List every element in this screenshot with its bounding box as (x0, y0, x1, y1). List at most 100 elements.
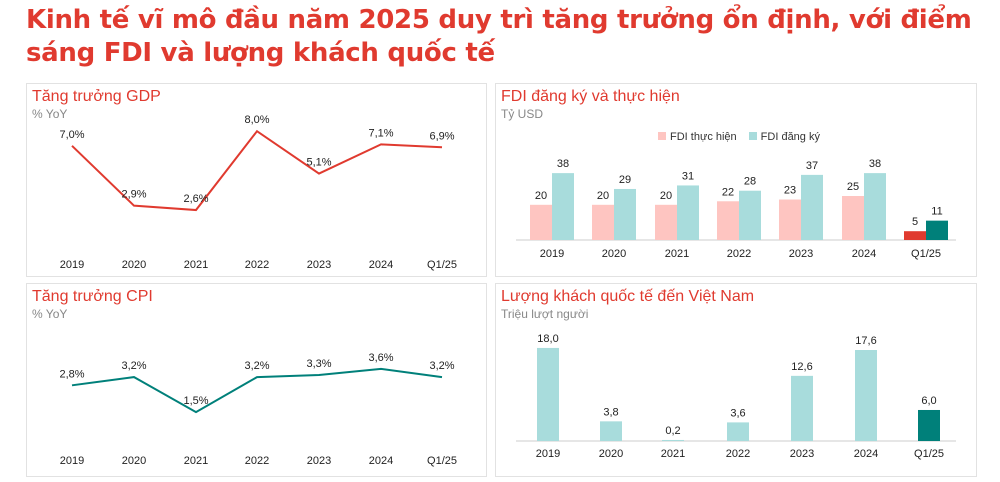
data-label: 3,6% (368, 352, 393, 364)
data-label: 5 (912, 216, 918, 228)
data-label: 31 (682, 170, 694, 182)
x-tick-label: 2022 (726, 448, 750, 460)
x-tick-label: 2024 (852, 248, 876, 260)
x-tick-label: 2022 (727, 248, 751, 260)
x-tick-label: 2019 (540, 248, 564, 260)
data-label: 29 (619, 174, 631, 186)
data-label: 25 (847, 181, 859, 193)
bar (530, 204, 552, 240)
bar (779, 199, 801, 240)
chart-subtitle: % YoY (32, 107, 68, 121)
bar (727, 422, 749, 441)
bar (739, 190, 761, 240)
chart-subtitle: Tỷ USD (501, 107, 543, 121)
data-label: 3,8 (603, 406, 618, 418)
data-label: 7,1% (368, 127, 393, 139)
chart-subtitle: % YoY (32, 307, 68, 321)
gdp-chart-panel: Tăng trưởng GDP % YoY 7,0% 2019 2,9% 2020 2,… (26, 83, 487, 277)
cpi-line-chart: 2,8% 2019 3,2% 2020 1,5% 2021 3,2% 2022 3,3% 2023… (59, 352, 457, 467)
page-title: Kinh tế vĩ mô đầu năm 2025 duy trì tăng … (26, 5, 972, 68)
data-label: 6,0 (921, 395, 936, 407)
tourists-chart-panel: Lượng khách quốc tế đến Việt Nam Triệu l… (495, 283, 977, 477)
x-tick-label: 2021 (184, 259, 208, 271)
fdi-chart-panel: FDI đăng ký và thực hiện Tỷ USD FDI thực… (495, 83, 977, 277)
data-label: 3,2% (244, 360, 269, 372)
data-label: 2,9% (121, 189, 146, 201)
series-line (71, 129, 443, 212)
x-tick-label: 2019 (60, 455, 84, 467)
bar (537, 347, 559, 441)
x-tick-label: 2020 (122, 455, 146, 467)
x-tick-label: 2024 (369, 455, 393, 467)
bar (662, 439, 684, 441)
data-label: 6,9% (429, 130, 454, 142)
data-label: 3,3% (306, 358, 331, 370)
bar (926, 220, 948, 240)
x-tick-label: 2019 (60, 259, 84, 271)
data-label: 5,1% (306, 157, 331, 169)
gdp-line-chart: 7,0% 2019 2,9% 2020 2,6% 2021 8,0% 2022 5,1% 2023… (59, 114, 457, 271)
x-tick-label: 2021 (661, 448, 685, 460)
bar (864, 173, 886, 240)
fdi-bar-chart: 2038201920292020203120212228202223372023… (516, 158, 956, 260)
data-label: 8,0% (244, 114, 269, 126)
x-tick-label: 2024 (369, 259, 393, 271)
bar (904, 231, 926, 240)
data-label: 28 (744, 176, 756, 188)
data-label: 20 (535, 190, 547, 202)
cpi-chart-panel: Tăng trưởng CPI % YoY 2,8% 2019 3,2% 2020 1,… (26, 283, 487, 477)
data-label: 17,6 (855, 335, 876, 347)
x-tick-label: Q1/25 (427, 455, 457, 467)
data-label: 38 (869, 158, 881, 170)
bar (842, 196, 864, 240)
x-tick-label: Q1/25 (914, 448, 944, 460)
bar (552, 173, 574, 240)
bar (855, 350, 877, 441)
data-label: 0,2 (665, 425, 680, 437)
data-label: 3,2% (429, 360, 454, 372)
x-tick-label: 2020 (599, 448, 623, 460)
data-label: 7,0% (59, 129, 84, 141)
bar (614, 188, 636, 240)
x-tick-label: Q1/25 (911, 248, 941, 260)
data-label: 12,6 (791, 361, 812, 373)
data-label: 18,0 (537, 333, 558, 345)
data-label: 20 (597, 190, 609, 202)
data-label: 11 (931, 206, 942, 218)
series-line (71, 367, 443, 414)
data-label: 23 (784, 185, 796, 197)
x-tick-label: 2022 (245, 455, 269, 467)
x-tick-label: 2024 (854, 448, 878, 460)
x-tick-label: 2021 (184, 455, 208, 467)
bar (655, 204, 677, 240)
legend-item: FDI thực hiện (658, 131, 737, 143)
x-tick-label: 2019 (536, 448, 560, 460)
chart-title: FDI đăng ký và thực hiện (501, 88, 680, 105)
x-tick-label: 2021 (665, 248, 689, 260)
tourists-bar-chart: 18,0 2019 3,8 2020 0,2 2021 3,6 2022 12,6 2023 17,… (516, 333, 956, 460)
bar (600, 421, 622, 441)
data-label: 22 (722, 186, 734, 198)
x-tick-label: 2023 (790, 448, 814, 460)
data-label: 3,2% (121, 360, 146, 372)
data-label: 2,6% (183, 193, 208, 205)
bar (717, 201, 739, 240)
bar (791, 375, 813, 441)
data-label: 2,8% (59, 368, 84, 380)
x-tick-label: 2020 (122, 259, 146, 271)
chart-title: Tăng trưởng GDP (32, 88, 161, 105)
chart-title: Tăng trưởng CPI (32, 288, 153, 305)
legend: FDI thực hiện FDI đăng ký (658, 131, 820, 143)
x-tick-label: Q1/25 (427, 259, 457, 271)
chart-title: Lượng khách quốc tế đến Việt Nam (501, 288, 755, 305)
data-label: 37 (806, 160, 818, 172)
data-label: 3,6 (730, 407, 745, 419)
bar (801, 174, 823, 240)
bar (677, 185, 699, 240)
x-tick-label: 2022 (245, 259, 269, 271)
bar (592, 204, 614, 240)
data-label: 1,5% (183, 395, 208, 407)
legend-item: FDI đăng ký (748, 131, 820, 143)
data-label: 38 (557, 158, 569, 170)
data-label: 20 (660, 190, 672, 202)
